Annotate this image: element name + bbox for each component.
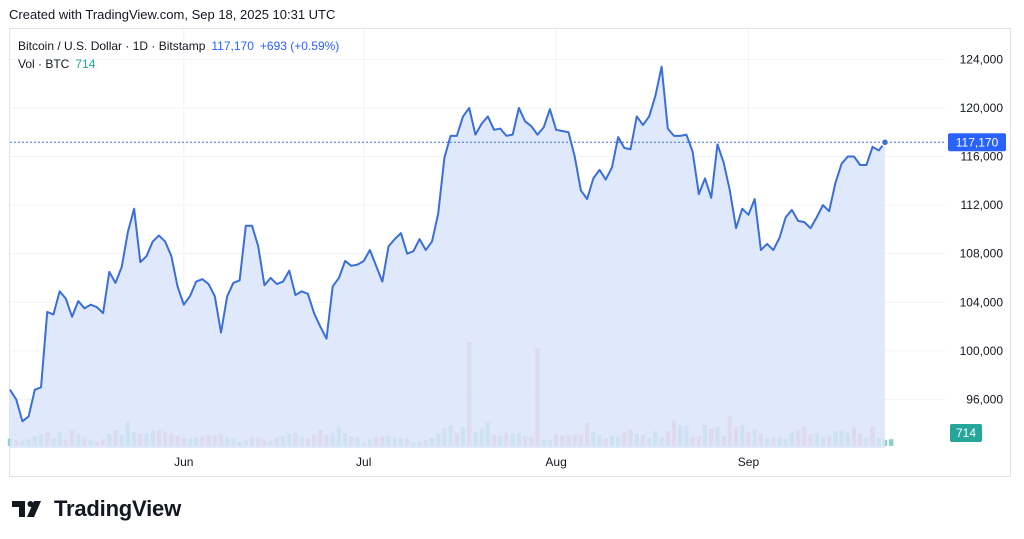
price-area-fill bbox=[10, 66, 885, 449]
x-tick-label: Aug bbox=[545, 455, 566, 469]
last-price-value: 117,170 bbox=[211, 39, 254, 53]
volume-badge-label: 714 bbox=[956, 426, 976, 440]
price-line bbox=[9, 65, 886, 423]
y-tick-label: 104,000 bbox=[960, 295, 1004, 309]
last-price-badge bbox=[948, 133, 1006, 152]
tradingview-logo[interactable]: TradingView bbox=[12, 496, 181, 522]
volume-label[interactable]: Vol · BTC bbox=[18, 57, 70, 71]
y-axis: 96,000 100,000 104,000 108,000 112,000 116,00… bbox=[960, 52, 1004, 406]
price-change-value: +693 (+0.59%) bbox=[259, 39, 340, 53]
y-tick-label: 96,000 bbox=[966, 392, 1003, 406]
y-tick-label: 100,000 bbox=[960, 344, 1004, 358]
volume-value: 714 bbox=[75, 57, 96, 71]
y-tick-label: 108,000 bbox=[960, 247, 1004, 261]
x-tick-label: Jun bbox=[174, 455, 193, 469]
volume-bar bbox=[888, 439, 894, 446]
y-tick-label: 112,000 bbox=[961, 198, 1004, 212]
y-tick-label: 116,000 bbox=[961, 150, 1004, 164]
symbol-row: Bitcoin / U.S. Dollar · 1D · Bitstamp 117… bbox=[18, 37, 339, 55]
x-tick-label: Sep bbox=[738, 455, 760, 469]
last-price-badge-label: 117,170 bbox=[956, 135, 999, 149]
x-axis: Jun Jul Aug Sep bbox=[174, 455, 759, 469]
axis-badges: 117,170 714 bbox=[948, 133, 1006, 442]
tradingview-logo-icon bbox=[12, 501, 41, 517]
y-tick-label: 124,000 bbox=[960, 52, 1004, 66]
last-price-dot bbox=[880, 138, 890, 147]
tradingview-brand: TradingView bbox=[54, 496, 181, 521]
x-tick-label: Jul bbox=[356, 455, 371, 469]
y-tick-label: 120,000 bbox=[960, 101, 1004, 115]
chart-created-caption: Created with TradingView.com, Sep 18, 20… bbox=[9, 7, 336, 22]
volume-badge bbox=[950, 424, 982, 442]
chart-legend: Bitcoin / U.S. Dollar · 1D · Bitstamp 117… bbox=[18, 37, 339, 73]
symbol-label[interactable]: Bitcoin / U.S. Dollar · 1D · Bitstamp bbox=[18, 39, 206, 53]
volume-row: Vol · BTC 714 bbox=[18, 55, 339, 73]
